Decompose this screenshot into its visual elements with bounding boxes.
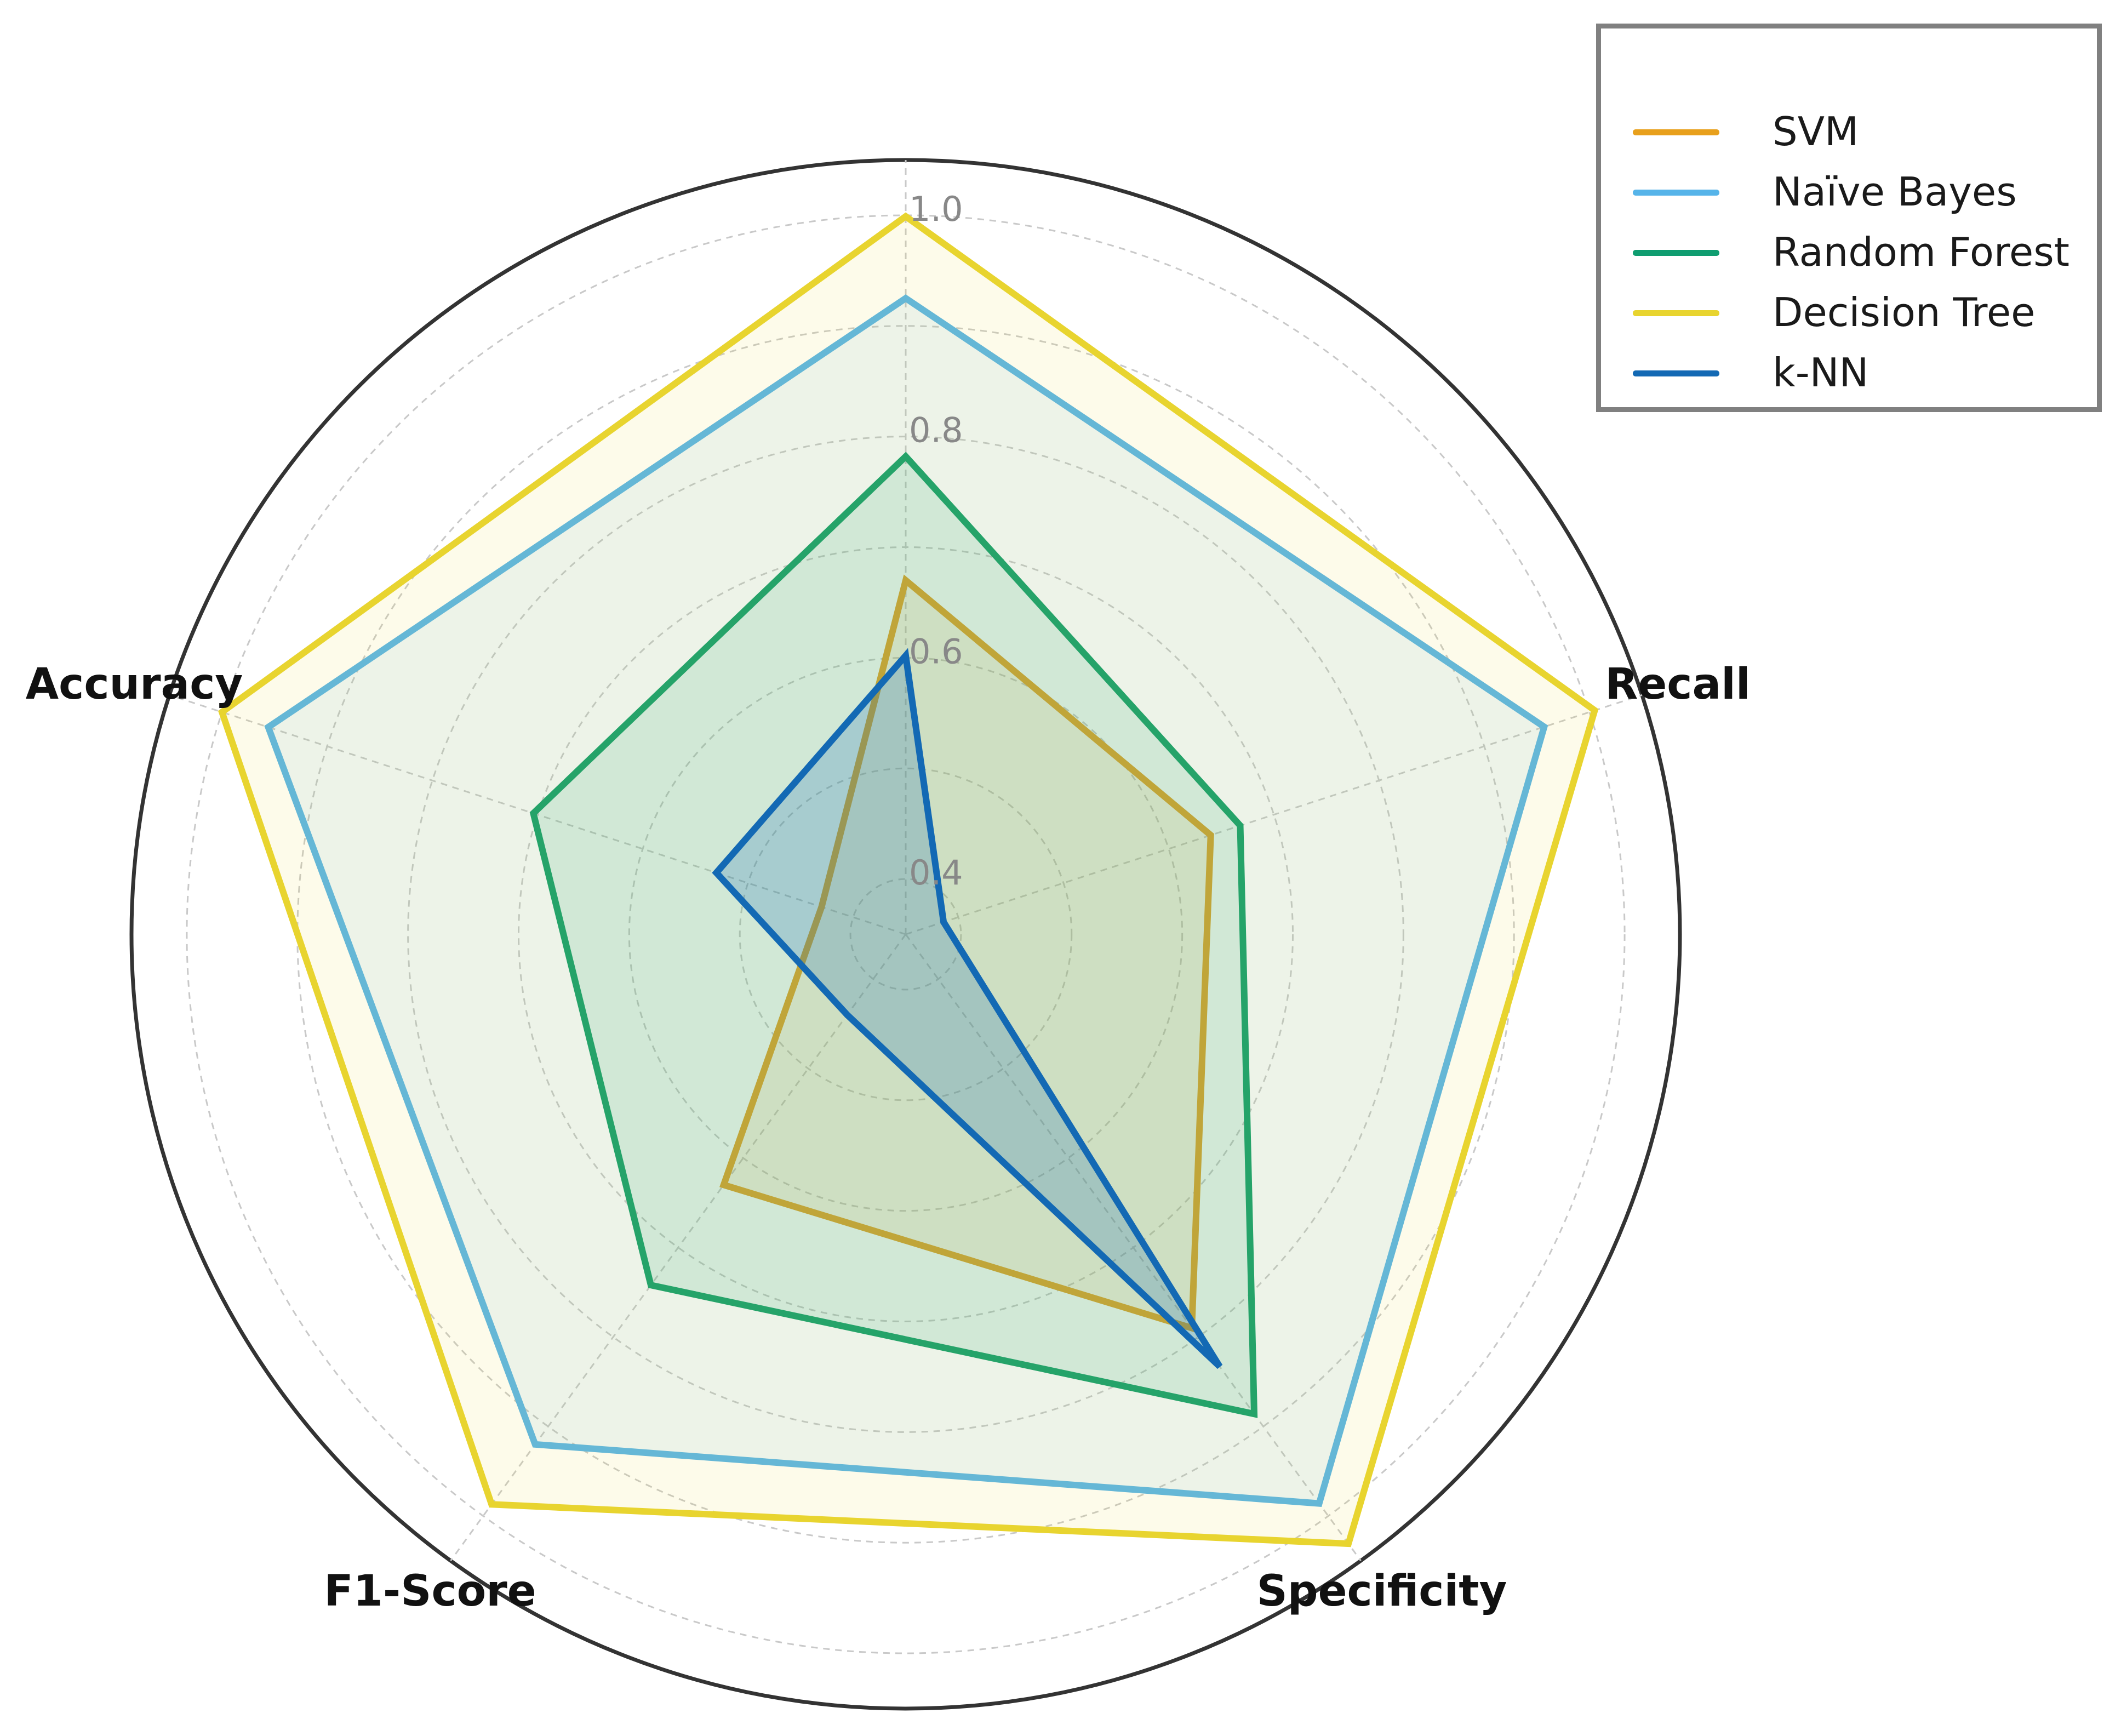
- grid-spoke: [169, 694, 906, 935]
- legend-label-svm: SVM: [1773, 108, 1859, 155]
- data-point: [943, 921, 945, 923]
- grid-ring: [849, 878, 962, 991]
- axis-label-specificity: Specificity: [1257, 1567, 1507, 1616]
- grid-spoke: [905, 934, 1362, 1562]
- legend-item-svm: SVM: [1601, 103, 2097, 163]
- data-point: [267, 727, 269, 728]
- series-area: [533, 456, 1254, 1414]
- legend-item-random-forest: Random Forest: [1601, 224, 2097, 284]
- axis-label-accuracy: Accuracy: [26, 660, 243, 709]
- radial-tick-label: 1.0: [909, 189, 963, 229]
- data-point: [905, 655, 906, 656]
- data-point: [1318, 1503, 1320, 1504]
- legend: SVM Naïve Bayes Random Forest Decision T…: [1596, 24, 2102, 412]
- legend-label-naive-bayes: Naïve Bayes: [1773, 169, 2017, 215]
- series-layer: [218, 212, 1599, 1547]
- legend-swatch-naive-bayes: [1633, 190, 1719, 196]
- data-point: [723, 1184, 724, 1186]
- data-point: [1594, 710, 1596, 711]
- data-point: [491, 1504, 493, 1505]
- data-point: [905, 456, 906, 457]
- series-line: [264, 294, 1548, 1507]
- data-point: [221, 711, 223, 713]
- data-point: [905, 215, 906, 217]
- series-line: [719, 574, 1214, 1333]
- legend-swatch-knn: [1633, 370, 1719, 376]
- data-point: [847, 1014, 848, 1015]
- data-point: [534, 1443, 536, 1445]
- series-k-nn: [712, 648, 1223, 1369]
- series-area: [222, 216, 1595, 1544]
- data-point: [1239, 825, 1241, 826]
- data-point: [716, 872, 717, 873]
- grid-ring: [407, 436, 1404, 1433]
- grid-spoke: [905, 694, 1643, 935]
- radial-tick-label: 0.4: [909, 853, 963, 893]
- series-line: [218, 212, 1599, 1547]
- axis-label-f1-score: F1-Score: [324, 1567, 536, 1616]
- axis-label-layer: Recall Specificity F1-Score Accuracy: [26, 660, 1751, 1616]
- radial-tick-label: 0.6: [909, 631, 963, 671]
- series-area: [716, 655, 1220, 1367]
- data-point: [1254, 1413, 1255, 1415]
- series-line: [529, 452, 1258, 1418]
- legend-label-knn: k-NN: [1773, 350, 1869, 396]
- axis-label-recall: Recall: [1605, 660, 1750, 709]
- data-point: [905, 580, 906, 581]
- data-point: [821, 906, 822, 908]
- data-point: [1348, 1543, 1349, 1545]
- series-random-forest: [529, 452, 1258, 1418]
- legend-swatch-decision-tree: [1633, 310, 1719, 316]
- series-area: [268, 298, 1545, 1504]
- series-na-ve-bayes: [264, 294, 1548, 1507]
- legend-label-decision-tree: Decision Tree: [1773, 289, 2036, 335]
- data-point: [1543, 726, 1545, 728]
- radial-tick-label: 0.8: [909, 410, 963, 450]
- data-point: [1210, 835, 1211, 836]
- tick-layer: 0.4 0.6 0.8 1.0: [909, 189, 963, 893]
- legend-swatch-svm: [1633, 129, 1719, 135]
- data-point: [650, 1284, 651, 1286]
- grid-layer: [169, 160, 1643, 1654]
- outer-frame: [129, 158, 1682, 1711]
- data-point: [1219, 1366, 1221, 1367]
- legend-item-knn: k-NN: [1601, 344, 2097, 404]
- legend-item-decision-tree: Decision Tree: [1601, 284, 2097, 344]
- series-decision-tree: [218, 212, 1599, 1547]
- legend-item-naive-bayes: Naïve Bayes: [1601, 163, 2097, 224]
- data-point: [905, 298, 906, 299]
- series-line: [712, 648, 1223, 1369]
- grid-spoke: [450, 934, 907, 1562]
- grid-ring: [739, 767, 1073, 1101]
- legend-label-random-forest: Random Forest: [1773, 229, 2069, 275]
- data-point: [533, 813, 534, 814]
- legend-swatch-random-forest: [1633, 250, 1719, 256]
